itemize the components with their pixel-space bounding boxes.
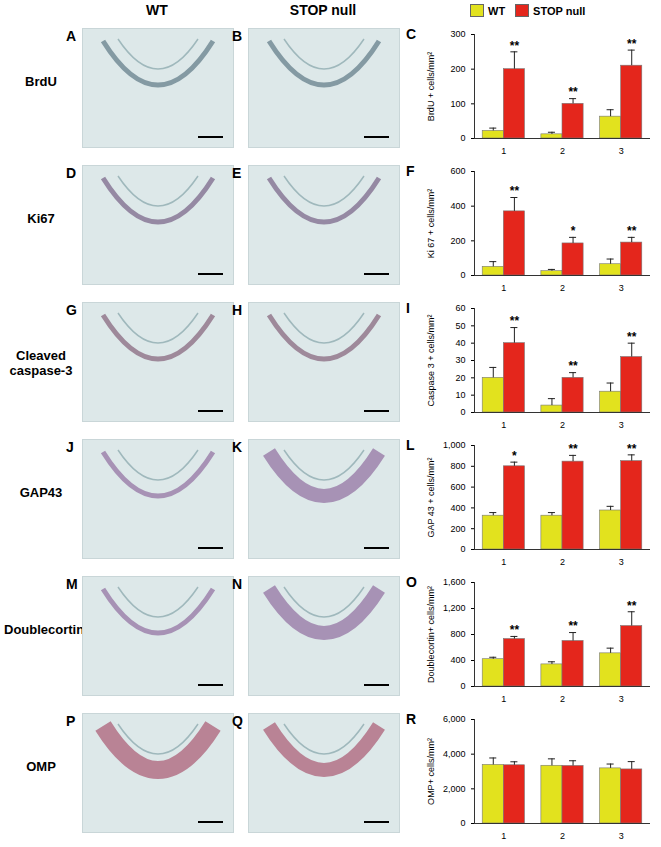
svg-text:600: 600	[450, 166, 465, 176]
svg-text:400: 400	[450, 201, 465, 211]
html-text:Doublecortin: Doublecortin	[4, 622, 85, 637]
svg-text:2: 2	[560, 831, 565, 841]
svg-text:0: 0	[460, 407, 465, 417]
svg-text:3: 3	[619, 557, 624, 567]
html-text:OMP: OMP	[26, 759, 56, 774]
svg-text:2: 2	[560, 420, 565, 430]
html-text:R: R	[406, 711, 417, 727]
svg-text:200: 200	[450, 64, 465, 74]
svg-text:300: 300	[450, 29, 465, 39]
html-text:P: P	[66, 713, 76, 729]
svg-text:200: 200	[450, 524, 465, 534]
html-text:Q: Q	[232, 713, 243, 729]
html-text:N: N	[232, 576, 243, 592]
svg-text:Doublecortin+ cells/mm²: Doublecortin+ cells/mm²	[426, 586, 436, 683]
svg-text:0: 0	[460, 681, 465, 691]
svg-text:**: **	[627, 330, 637, 344]
svg-text:6,000: 6,000	[443, 714, 466, 724]
svg-text:1,200: 1,200	[443, 603, 466, 613]
svg-text:**: **	[627, 224, 637, 238]
html-text:J: J	[66, 439, 74, 455]
html-text:E: E	[232, 165, 242, 181]
svg-text:2: 2	[560, 694, 565, 704]
svg-text:50: 50	[455, 321, 465, 331]
html-text:B: B	[232, 28, 243, 44]
html-text:L: L	[406, 437, 415, 453]
svg-text:1,000: 1,000	[443, 440, 466, 450]
html-text:GAP43: GAP43	[19, 485, 63, 500]
html-text:A: A	[66, 28, 77, 44]
svg-text:**: **	[568, 619, 578, 633]
svg-text:*: *	[512, 449, 517, 463]
svg-text:2,000: 2,000	[443, 784, 466, 794]
svg-text:1: 1	[501, 146, 506, 156]
html-text:BrdU: BrdU	[25, 74, 57, 89]
svg-text:0: 0	[460, 133, 465, 143]
svg-text:OMP+ cells/mm²: OMP+ cells/mm²	[426, 738, 436, 805]
svg-text:3: 3	[619, 694, 624, 704]
svg-text:**: **	[510, 184, 520, 198]
html-text:G: G	[66, 302, 77, 318]
svg-text:3: 3	[619, 420, 624, 430]
svg-text:0: 0	[460, 818, 465, 828]
svg-text:800: 800	[450, 629, 465, 639]
html-text:M: M	[66, 576, 78, 592]
svg-text:**: **	[510, 314, 520, 328]
html-text:H: H	[232, 302, 243, 318]
svg-text:1: 1	[501, 557, 506, 567]
html-text:K: K	[232, 439, 243, 455]
svg-text:400: 400	[450, 503, 465, 513]
svg-text:0: 0	[460, 544, 465, 554]
html-text:STOP null: STOP null	[533, 4, 586, 17]
svg-text:**: **	[510, 39, 520, 53]
html-text:F: F	[406, 163, 415, 179]
svg-text:3: 3	[619, 283, 624, 293]
svg-text:GAP 43 + cells/mm²: GAP 43 + cells/mm²	[426, 457, 436, 537]
html-text:STOP null: STOP null	[289, 2, 357, 18]
svg-text:**: **	[627, 599, 637, 613]
svg-text:400: 400	[450, 655, 465, 665]
svg-text:1: 1	[501, 831, 506, 841]
svg-text:1,600: 1,600	[443, 577, 466, 587]
svg-text:60: 60	[455, 303, 465, 313]
svg-text:200: 200	[450, 236, 465, 246]
svg-text:20: 20	[455, 373, 465, 383]
svg-text:1: 1	[501, 694, 506, 704]
svg-text:3: 3	[619, 831, 624, 841]
svg-text:0: 0	[460, 270, 465, 280]
html-text:D: D	[66, 165, 77, 181]
html-text:C: C	[406, 26, 417, 42]
svg-text:**: **	[510, 623, 520, 637]
svg-text:100: 100	[450, 99, 465, 109]
svg-text:3: 3	[619, 146, 624, 156]
html-text:Ki67: Ki67	[27, 211, 55, 226]
svg-text:**: **	[627, 442, 637, 456]
svg-text:30: 30	[455, 355, 465, 365]
svg-text:800: 800	[450, 461, 465, 471]
svg-text:**: **	[568, 442, 578, 456]
svg-text:2: 2	[560, 557, 565, 567]
html-text:Cleaved caspase-3: Cleaved caspase-3	[9, 348, 73, 378]
svg-text:*: *	[571, 224, 576, 238]
svg-text:Ki 67 + cells/mm²: Ki 67 + cells/mm²	[426, 189, 436, 258]
svg-text:10: 10	[455, 390, 465, 400]
svg-text:40: 40	[455, 338, 465, 348]
svg-text:BrdU + cells/mm²: BrdU + cells/mm²	[426, 52, 436, 121]
svg-text:**: **	[568, 359, 578, 373]
html-text:O: O	[406, 574, 417, 590]
svg-text:2: 2	[560, 146, 565, 156]
svg-text:**: **	[568, 85, 578, 99]
html-text:I: I	[406, 300, 410, 316]
svg-text:**: **	[627, 37, 637, 51]
svg-text:600: 600	[450, 482, 465, 492]
svg-text:Caspase 3 + cells/mm²: Caspase 3 + cells/mm²	[426, 315, 436, 407]
html-text:WT: WT	[146, 2, 168, 18]
svg-text:2: 2	[560, 283, 565, 293]
svg-text:1: 1	[501, 420, 506, 430]
svg-text:4,000: 4,000	[443, 749, 466, 759]
html-text:WT: WT	[488, 4, 506, 17]
svg-text:1: 1	[501, 283, 506, 293]
